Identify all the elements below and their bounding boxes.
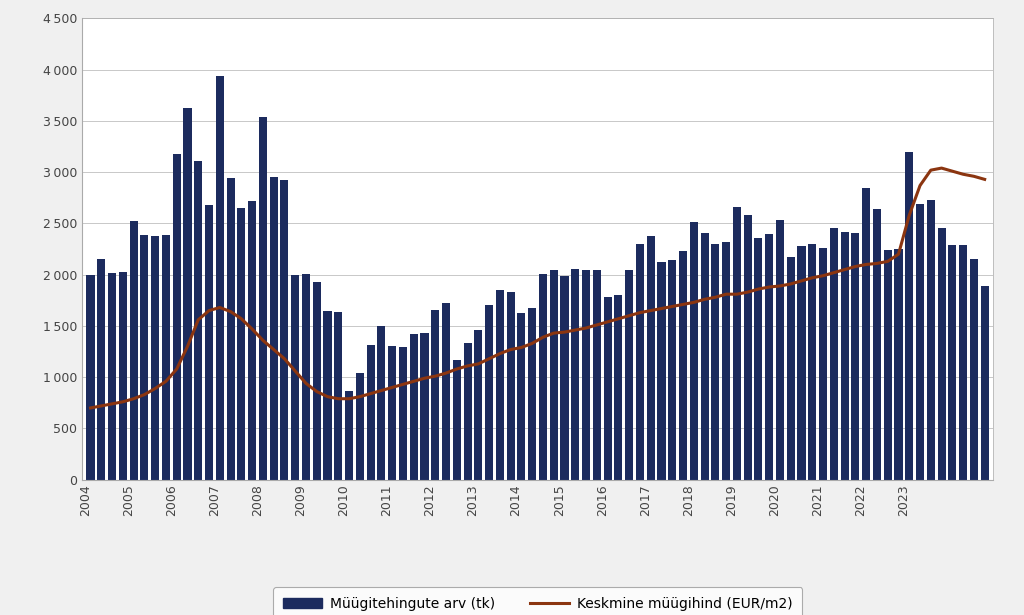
Bar — [938, 228, 945, 480]
Bar — [195, 161, 203, 480]
Bar — [916, 204, 924, 480]
Bar — [593, 269, 601, 480]
Bar — [119, 272, 127, 480]
Bar — [442, 303, 451, 480]
Bar — [485, 306, 494, 480]
Bar — [712, 244, 720, 480]
Bar — [841, 232, 849, 480]
Bar — [528, 308, 537, 480]
Bar — [560, 276, 568, 480]
Bar — [140, 235, 148, 480]
Bar — [862, 188, 870, 480]
Bar — [216, 76, 224, 480]
Bar — [700, 232, 709, 480]
Bar — [550, 269, 558, 480]
Bar — [355, 373, 364, 480]
Bar — [786, 257, 795, 480]
Bar — [345, 391, 353, 480]
Bar — [410, 334, 418, 480]
Bar — [86, 275, 94, 480]
Bar — [130, 221, 137, 480]
Bar — [334, 312, 342, 480]
Bar — [927, 200, 935, 480]
Bar — [669, 260, 676, 480]
Bar — [625, 269, 633, 480]
Bar — [948, 245, 956, 480]
Bar — [776, 220, 784, 480]
Bar — [109, 272, 116, 480]
Bar — [238, 208, 246, 480]
Bar — [970, 260, 978, 480]
Bar — [431, 309, 439, 480]
Bar — [765, 234, 773, 480]
Legend: Müügitehingute arv (tk), Keskmine müügihind (EUR/m2): Müügitehingute arv (tk), Keskmine müügih… — [273, 587, 802, 615]
Bar — [378, 326, 385, 480]
Bar — [302, 274, 310, 480]
Bar — [808, 244, 816, 480]
Bar — [539, 274, 547, 480]
Bar — [690, 223, 697, 480]
Bar — [872, 209, 881, 480]
Bar — [636, 244, 644, 480]
Bar — [614, 295, 623, 480]
Bar — [421, 333, 428, 480]
Bar — [603, 297, 611, 480]
Bar — [291, 275, 299, 480]
Bar — [388, 346, 396, 480]
Bar — [571, 269, 580, 480]
Bar — [496, 290, 504, 480]
Bar — [269, 177, 278, 480]
Bar — [453, 360, 461, 480]
Bar — [281, 180, 289, 480]
Bar — [205, 205, 213, 480]
Bar — [399, 347, 407, 480]
Bar — [657, 263, 666, 480]
Bar — [851, 232, 859, 480]
Bar — [733, 207, 741, 480]
Bar — [259, 117, 267, 480]
Bar — [679, 251, 687, 480]
Bar — [894, 249, 902, 480]
Bar — [474, 330, 482, 480]
Bar — [248, 201, 256, 480]
Bar — [97, 260, 105, 480]
Bar — [905, 152, 913, 480]
Bar — [722, 242, 730, 480]
Bar — [162, 235, 170, 480]
Bar — [507, 292, 515, 480]
Bar — [324, 311, 332, 480]
Bar — [183, 108, 191, 480]
Bar — [226, 178, 234, 480]
Bar — [829, 228, 838, 480]
Bar — [884, 250, 892, 480]
Bar — [582, 269, 590, 480]
Bar — [959, 245, 967, 480]
Bar — [367, 346, 375, 480]
Bar — [464, 343, 472, 480]
Bar — [517, 312, 525, 480]
Bar — [152, 236, 159, 480]
Bar — [981, 286, 989, 480]
Bar — [647, 236, 654, 480]
Bar — [755, 238, 763, 480]
Bar — [743, 215, 752, 480]
Bar — [798, 246, 806, 480]
Bar — [173, 154, 181, 480]
Bar — [819, 248, 827, 480]
Bar — [312, 282, 321, 480]
